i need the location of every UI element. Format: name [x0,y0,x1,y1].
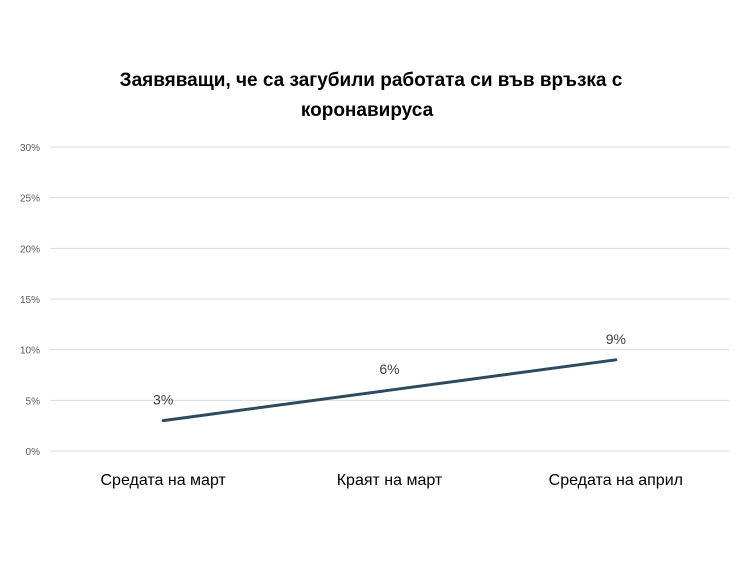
data-labels: 3% 6% 9% [153,331,626,408]
y-tick-label-0: 0% [26,447,41,458]
chart-title-line-1: Заявяващи, че са загубили работата си въ… [120,70,623,91]
y-tick-label-25: 25% [20,194,40,205]
series-lines [161,358,618,423]
x-axis-category-labels: Средата на март Краят на март Средата на а… [101,472,683,489]
y-tick-label-10: 10% [20,346,40,357]
x-category-label-1: Средата на март [101,472,227,489]
y-axis-tick-labels: 0% 5% 10% 15% 20% 25% 30% [20,143,40,458]
series-line-1 [161,358,618,423]
data-label-point-2: 6% [379,361,399,377]
data-label-point-3: 9% [606,331,626,347]
gridlines [50,146,729,452]
x-category-label-3: Средата на април [549,472,683,489]
y-tick-label-15: 15% [20,295,40,306]
data-label-point-1: 3% [153,392,173,408]
chart-title-line-2: коронавируса [301,100,434,121]
y-tick-label-30: 30% [20,143,40,154]
x-category-label-2: Краят на март [337,472,443,489]
y-tick-label-20: 20% [20,244,40,255]
y-tick-label-5: 5% [26,396,41,407]
